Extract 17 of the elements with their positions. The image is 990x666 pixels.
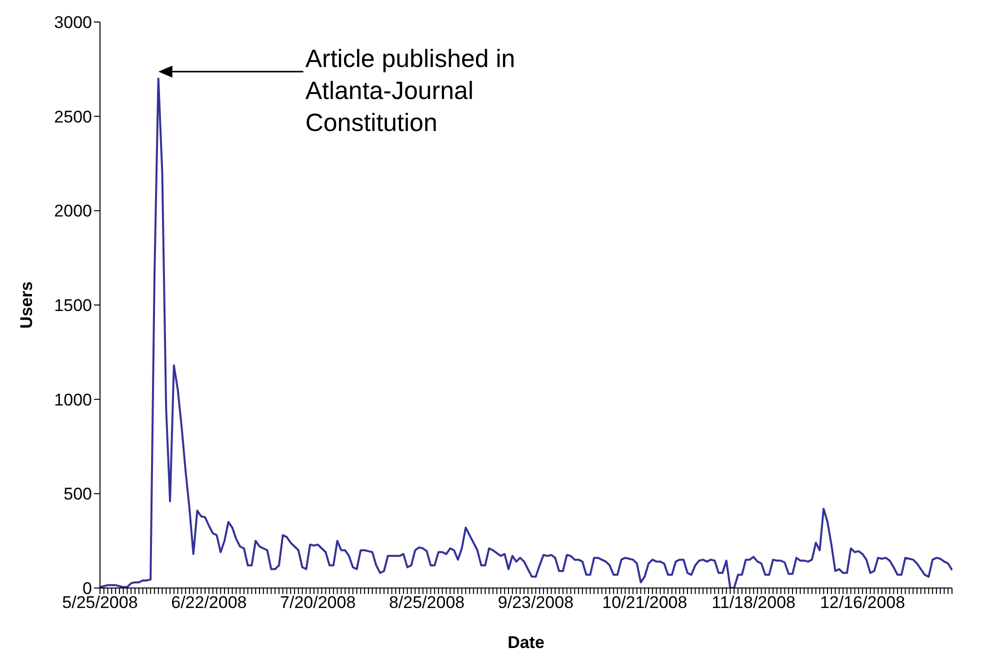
x-tick-label: 7/20/2008: [280, 593, 356, 612]
x-tick-label: 6/22/2008: [171, 593, 247, 612]
annotation: Article published in Atlanta-Journal Constitution: [305, 44, 516, 139]
x-tick-label: 10/21/2008: [602, 593, 688, 612]
x-tick-label: 9/23/2008: [498, 593, 574, 612]
y-tick-label: 1500: [54, 296, 92, 316]
y-tick-label: 2000: [54, 202, 92, 221]
x-tick-label: 8/25/2008: [388, 593, 465, 612]
x-tick-label: 5/25/2008: [62, 593, 138, 612]
y-tick-label: 1000: [54, 390, 92, 410]
x-tick-label: 12/16/2008: [820, 593, 906, 612]
y-tick-label: 500: [64, 484, 92, 504]
y-tick-label: 2500: [54, 107, 92, 126]
y-tick-label: 3000: [54, 13, 92, 32]
y-axis-title: Users: [17, 281, 36, 329]
x-tick-label: 11/18/2008: [712, 593, 796, 612]
x-axis-title: Date: [508, 633, 544, 652]
